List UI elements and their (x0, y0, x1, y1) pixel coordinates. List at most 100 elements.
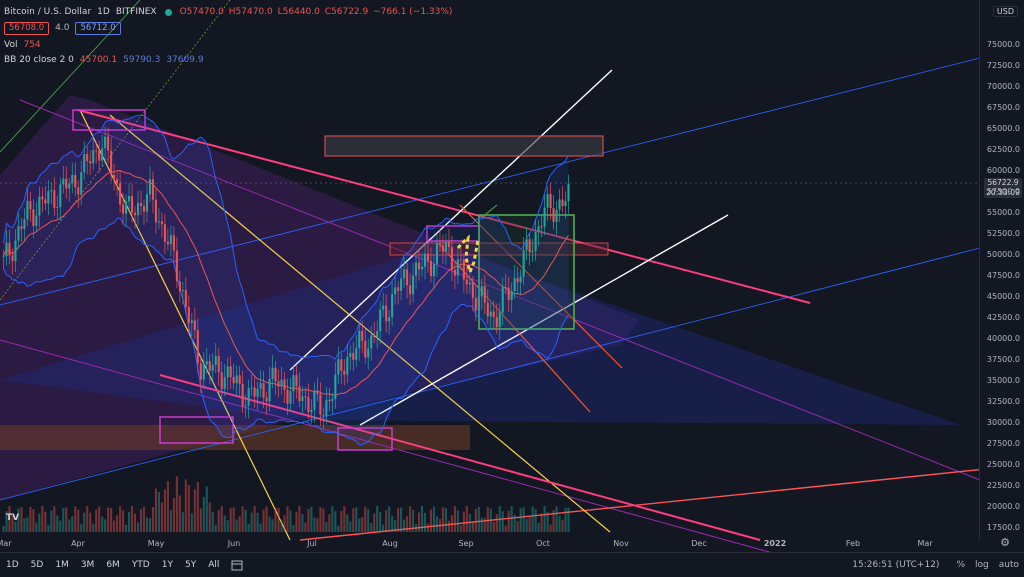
candle-body (172, 235, 175, 251)
volume-bar (232, 507, 235, 532)
volume-bar (349, 521, 352, 532)
volume-bar (409, 506, 412, 532)
time-tick-label: May (147, 539, 165, 548)
volume-bar (178, 495, 181, 532)
candle-body (199, 363, 202, 380)
candle-body (56, 207, 59, 209)
candles (2, 126, 570, 430)
volume-bar (223, 515, 226, 532)
scale-option-button[interactable]: auto (998, 560, 1019, 570)
candle-body (403, 269, 406, 279)
volume-bar (373, 513, 376, 532)
volume-bar (98, 506, 101, 532)
bb-label[interactable]: BB 20 close 2 0 (4, 55, 74, 65)
volume-bar (136, 522, 140, 532)
candle-body (274, 367, 277, 382)
zone-box-low[interactable] (337, 427, 393, 451)
interval-label[interactable]: 1D (97, 7, 110, 17)
volume-bar (367, 509, 370, 532)
candle-body (292, 375, 295, 392)
channel-line-white-2 (359, 214, 729, 426)
volume-bar (325, 521, 328, 532)
resistance-zone-red[interactable] (324, 135, 604, 157)
volume-bar (250, 512, 253, 532)
volume-bar (193, 489, 196, 532)
candle-body (214, 356, 217, 365)
volume-bar (226, 520, 229, 532)
bar-countdown: 20:33:09 (986, 188, 1020, 197)
price-tick-label: 42500.0 (986, 313, 1020, 322)
ohlc-values: O57470.0 H57470.0 L56440.0 C56722.9 −766… (179, 7, 453, 17)
timeframe-button[interactable]: 3M (80, 560, 95, 570)
candle-body (202, 364, 205, 380)
timeframe-button[interactable]: All (208, 560, 220, 570)
candle-body (429, 260, 433, 277)
volume-bar (522, 507, 525, 532)
candle-body (208, 360, 211, 371)
volume-bar (465, 506, 468, 532)
timeframe-button[interactable]: 1D (6, 560, 19, 570)
symbol-name[interactable]: Bitcoin / U.S. Dollar (4, 7, 92, 17)
zone-box-top[interactable] (72, 109, 146, 131)
candle-body (217, 356, 220, 373)
scale-option-button[interactable]: % (956, 560, 965, 570)
candle-body (211, 364, 214, 371)
sell-button[interactable]: 56708.0 (4, 22, 50, 35)
time-tick-label: Nov (613, 539, 629, 548)
candle-body (319, 393, 322, 415)
candle-body (11, 255, 14, 262)
candle-body (447, 241, 450, 248)
timeframe-button[interactable]: 1Y (161, 560, 173, 570)
volume-bar (546, 512, 549, 532)
time-tick-label: Aug (382, 539, 398, 548)
buy-button[interactable]: 56712.0 (75, 22, 121, 35)
candle-body (510, 290, 513, 300)
volume-bar (80, 523, 83, 532)
candle-body (193, 320, 196, 330)
candle-body (543, 207, 546, 227)
zone-band-red[interactable] (389, 242, 609, 256)
candle-body (423, 253, 427, 267)
settings-gear-icon[interactable]: ⚙ (1000, 536, 1010, 549)
bb-basis-line (3, 169, 569, 396)
volume-bar (142, 506, 146, 532)
timeframe-button[interactable]: 1M (55, 560, 69, 570)
volume-bar (95, 509, 98, 532)
trend-line-blue-lower (0, 247, 981, 501)
timeframe-button[interactable]: YTD (131, 560, 150, 570)
candle-body (301, 396, 304, 402)
volume-bar (101, 516, 104, 532)
volume-bar (172, 497, 175, 532)
scale-option-button[interactable]: log (975, 560, 989, 570)
volume-bar (145, 517, 149, 532)
price-axis[interactable]: USD 56722.9 20:33:09 75000.0 72500.0 70000… (979, 0, 1024, 540)
volume-bar (208, 502, 211, 532)
volume-bar (86, 506, 89, 532)
volume-bar (154, 488, 158, 532)
volume-bar (468, 513, 471, 532)
fib-line-yellow-1 (79, 109, 291, 541)
volume-bar (426, 523, 430, 532)
candle-body (53, 190, 56, 208)
candle-body (280, 379, 283, 387)
volume-bar (50, 510, 53, 532)
timeframe-button[interactable]: 5D (30, 560, 44, 570)
volume-bar (447, 520, 450, 532)
calendar-icon[interactable] (231, 559, 243, 571)
projection-yellow (456, 234, 480, 277)
candle-body (2, 255, 5, 257)
candle-body (379, 309, 382, 332)
clock-time[interactable]: 15:26:51 (UTC+12) (852, 560, 940, 570)
candle-body (507, 287, 510, 300)
timeframe-button[interactable]: 6M (106, 560, 120, 570)
zone-box-left[interactable] (159, 416, 234, 444)
volume-bar (495, 514, 498, 532)
volume-bar (382, 524, 385, 532)
currency-selector[interactable]: USD (992, 6, 1018, 17)
volume-label[interactable]: Vol (4, 40, 18, 50)
candle-body (151, 179, 155, 200)
candle-body (148, 179, 152, 195)
candle-body (468, 282, 471, 285)
timeframe-button[interactable]: 5Y (184, 560, 197, 570)
